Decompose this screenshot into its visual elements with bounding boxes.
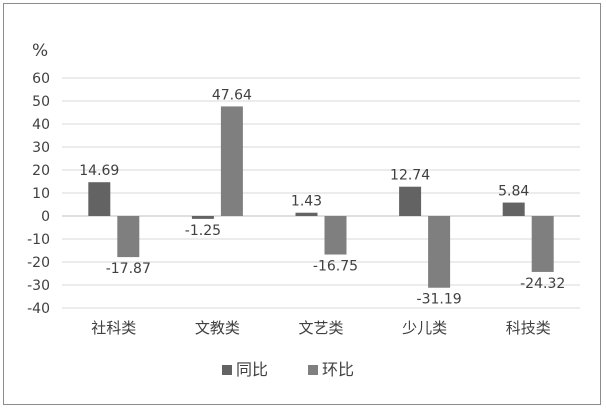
y-tick-label: -30 [27,278,50,294]
data-label: -16.75 [313,259,358,275]
bar-yoy [191,216,214,219]
data-label: 5.84 [498,184,529,200]
y-tick-label: 10 [32,186,50,202]
x-axis-categories: 社科类 文教类 文艺类 少儿类 科技类 [91,319,550,337]
y-tick-label: -20 [27,255,50,271]
data-label: 1.43 [291,194,322,210]
y-axis-ticks: 60 50 40 30 20 10 0 -10 -20 -30 -40 [27,71,50,317]
legend: 同比 环比 [222,360,354,379]
category-label: 文艺类 [298,319,343,337]
bar-mom [117,216,140,258]
legend-swatch [222,365,232,375]
data-label: 14.69 [79,163,119,179]
bar-mom [428,216,451,288]
gridlines [62,77,580,309]
y-tick-label: 20 [32,163,50,179]
y-tick-label: 0 [41,209,50,225]
data-label: -24.32 [520,276,565,292]
data-label: 47.64 [212,87,252,103]
bar-yoy [295,212,318,216]
bar-mom [220,106,243,216]
y-unit-label: % [32,41,48,61]
bar-yoy [399,186,422,216]
data-labels: 14.69 -17.87 -1.25 47.64 1.43 -16.75 12.74 -31.… [79,87,565,307]
y-tick-label: 60 [32,71,50,87]
category-label: 社科类 [91,319,136,337]
y-tick-label: -40 [27,301,50,317]
category-label: 科技类 [506,319,551,337]
bar-mom [324,216,347,255]
legend-label: 环比 [322,360,354,379]
y-tick-label: 40 [32,117,50,133]
category-label: 少儿类 [402,319,447,337]
legend-swatch [308,365,318,375]
y-tick-label: -10 [27,232,50,248]
data-label: 12.74 [390,168,430,184]
y-tick-label: 30 [32,140,50,156]
legend-label: 同比 [236,360,268,379]
y-tick-label: 50 [32,94,50,110]
data-label: -1.25 [185,223,221,239]
bar-yoy [502,202,525,216]
data-label: -31.19 [417,292,462,308]
category-label: 文教类 [195,319,240,337]
bars [88,106,554,288]
bar-yoy [88,182,111,216]
bar-mom [531,216,554,272]
data-label: -17.87 [106,261,151,277]
